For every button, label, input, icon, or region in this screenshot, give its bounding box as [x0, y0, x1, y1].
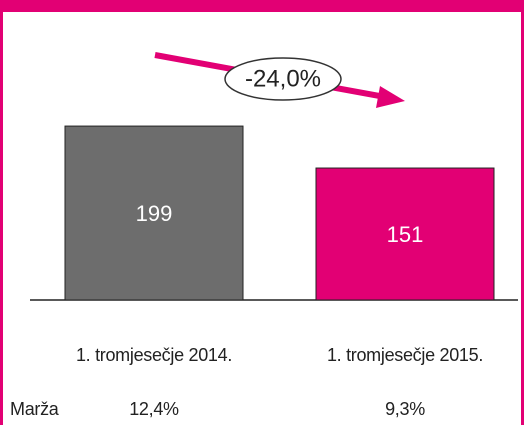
margin-label: Marža — [10, 399, 59, 419]
change-annotation: -24,0% — [245, 65, 321, 92]
category-label: 1. tromjesečje 2015. — [326, 345, 484, 365]
value-label: 151 — [387, 222, 424, 247]
bar — [64, 125, 244, 301]
bar — [315, 167, 495, 301]
value-label: 199 — [136, 201, 173, 226]
margin-value: 12,4% — [129, 399, 179, 419]
margin-value: 9,3% — [385, 399, 425, 419]
category-label: 1. tromjesečje 2014. — [75, 345, 233, 365]
trend-arrow — [154, 52, 405, 108]
